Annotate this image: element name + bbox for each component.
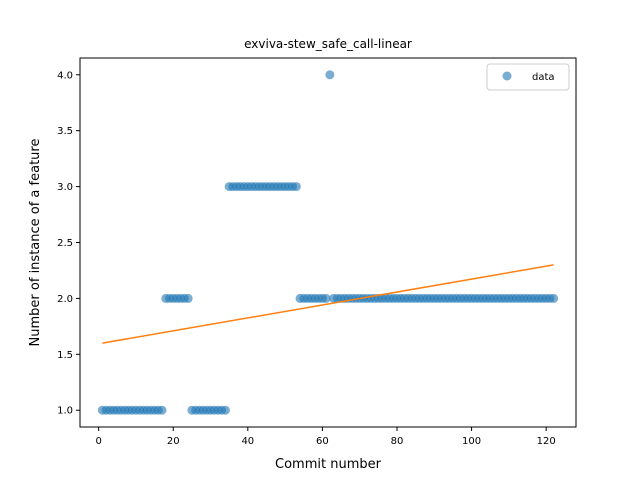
data-point — [549, 293, 559, 303]
data-point — [321, 293, 331, 303]
legend-label-data: data — [532, 72, 555, 83]
data-point — [291, 182, 301, 192]
x-tick-label: 0 — [95, 436, 101, 447]
x-tick-label: 60 — [316, 436, 329, 447]
legend-marker-data — [502, 71, 512, 81]
y-tick-label: 2.0 — [57, 294, 73, 305]
x-tick-label: 20 — [167, 436, 180, 447]
x-tick-label: 80 — [391, 436, 404, 447]
x-axis: 0 20 40 60 80 100 120 — [95, 427, 556, 447]
x-tick-label: 100 — [462, 436, 481, 447]
y-tick-label: 3.0 — [57, 182, 73, 193]
legend-box — [486, 63, 570, 91]
x-axis-label: Commit number — [275, 457, 382, 472]
x-tick-label: 40 — [241, 436, 254, 447]
data-point — [220, 405, 230, 415]
y-axis-label: Number of instance of a feature — [28, 139, 43, 347]
data-point — [183, 293, 193, 303]
data-point — [157, 405, 167, 415]
y-tick-label: 4.0 — [57, 70, 73, 81]
y-axis: 1.0 1.5 2.0 2.5 3.0 3.5 4.0 — [57, 70, 80, 417]
x-tick-label: 120 — [537, 436, 556, 447]
trend-line — [102, 264, 554, 344]
y-tick-label: 3.5 — [57, 126, 73, 137]
plot-area — [97, 70, 559, 415]
y-tick-label: 1.0 — [57, 406, 73, 417]
y-tick-label: 1.5 — [57, 350, 73, 361]
y-tick-label: 2.5 — [57, 238, 73, 249]
chart-title: exviva-stew_safe_call-linear — [244, 37, 412, 51]
data-point — [325, 70, 335, 80]
legend: data — [486, 63, 570, 91]
axes-frame — [79, 57, 577, 428]
